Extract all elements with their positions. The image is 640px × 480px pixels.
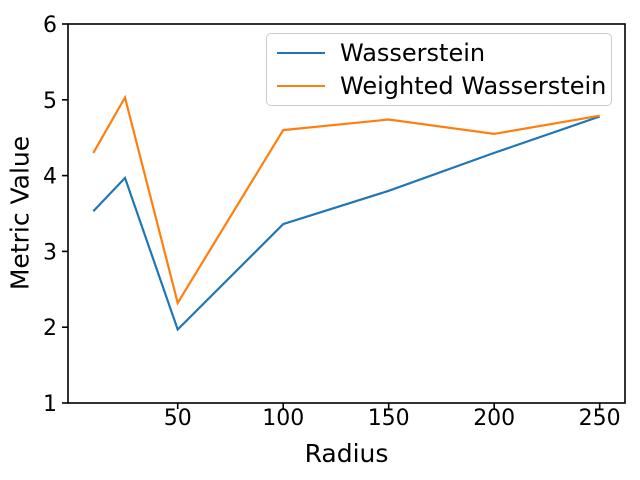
- y-tick-label: 4: [43, 165, 57, 190]
- x-tick-label: 250: [579, 406, 621, 431]
- legend-item-wasserstein: Wasserstein: [267, 36, 611, 70]
- axes-frame: [67, 23, 626, 404]
- x-axis-label: Radius: [304, 439, 389, 468]
- y-tick-label: 3: [43, 240, 57, 265]
- x-tick-label: 200: [473, 406, 515, 431]
- y-axis-label: Metric Value: [5, 135, 35, 291]
- legend-line-sample-weighted-wasserstein: [277, 85, 325, 88]
- legend-line-sample-wasserstein: [277, 51, 325, 54]
- legend-item-weighted-wasserstein: Weighted Wasserstein: [267, 70, 611, 104]
- y-tick-label: 5: [43, 89, 57, 114]
- legend: Wasserstein Weighted Wasserstein: [266, 33, 612, 106]
- y-tick-label: 6: [43, 13, 57, 38]
- series-line-weighted-wasserstein: [92, 94, 600, 306]
- x-tick-label: 50: [164, 406, 192, 431]
- legend-label-wasserstein: Wasserstein: [340, 38, 486, 67]
- x-tick-label: 100: [262, 406, 304, 431]
- series-line-wasserstein: [92, 115, 601, 332]
- legend-label-weighted-wasserstein: Weighted Wasserstein: [340, 72, 607, 101]
- y-tick-label: 2: [43, 316, 57, 341]
- y-tick-label: 1: [43, 392, 57, 417]
- x-tick-label: 150: [368, 406, 410, 431]
